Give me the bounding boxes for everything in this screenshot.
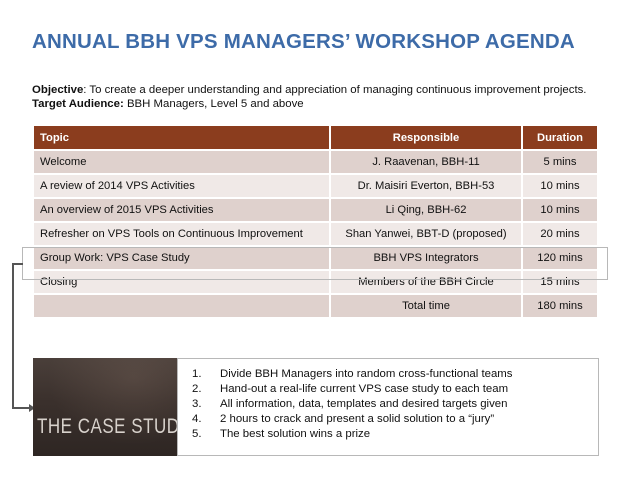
step-number: 3. bbox=[192, 398, 202, 410]
row-responsible: Shan Yanwei, BBT-D (proposed) bbox=[331, 223, 521, 245]
list-item: 5. The best solution wins a prize bbox=[192, 427, 598, 442]
row-responsible: Dr. Maisiri Everton, BBH-53 bbox=[331, 175, 521, 197]
table-header-row: Topic Responsible Duration bbox=[34, 126, 597, 149]
row-topic: An overview of 2015 VPS Activities bbox=[34, 199, 329, 221]
step-text: 2 hours to crack and present a solid sol… bbox=[220, 413, 495, 425]
connector-line bbox=[12, 263, 23, 265]
row-responsible: Li Qing, BBH-62 bbox=[331, 199, 521, 221]
connector-arrow-icon bbox=[29, 404, 35, 412]
list-item: 4. 2 hours to crack and present a solid s… bbox=[192, 412, 598, 427]
list-item: 3. All information, data, templates and d… bbox=[192, 397, 598, 412]
step-number: 4. bbox=[192, 413, 202, 425]
agenda-table: Topic Responsible Duration Welcome J. Ra… bbox=[32, 124, 599, 319]
table-row: A review of 2014 VPS Activities Dr. Mais… bbox=[34, 175, 597, 197]
step-number: 5. bbox=[192, 428, 202, 440]
page-title: ANNUAL BBH VPS MANAGERS’ WORKSHOP AGENDA bbox=[32, 30, 575, 53]
row-duration: 10 mins bbox=[523, 199, 597, 221]
audience-line: Target Audience: BBH Managers, Level 5 a… bbox=[32, 97, 586, 111]
list-item: 2. Hand-out a real-life current VPS case … bbox=[192, 382, 598, 397]
row-topic: A review of 2014 VPS Activities bbox=[34, 175, 329, 197]
step-text: Hand-out a real-life current VPS case st… bbox=[220, 383, 509, 395]
meta-info: Objective: To create a deeper understand… bbox=[32, 83, 586, 111]
steps-list: 1. Divide BBH Managers into random cross-… bbox=[192, 367, 598, 442]
table-row-highlighted: Group Work: VPS Case Study BBH VPS Integ… bbox=[34, 247, 597, 269]
row-duration: 120 mins bbox=[523, 247, 597, 269]
row-topic: Refresher on VPS Tools on Continuous Imp… bbox=[34, 223, 329, 245]
row-duration: 5 mins bbox=[523, 151, 597, 173]
total-label: Total time bbox=[331, 295, 521, 317]
case-study-image: THE CASE STUDY bbox=[33, 358, 177, 456]
header-topic: Topic bbox=[34, 126, 329, 149]
total-empty-cell bbox=[34, 295, 329, 317]
row-responsible: BBH VPS Integrators bbox=[331, 247, 521, 269]
step-text: All information, data, templates and des… bbox=[220, 398, 508, 410]
objective-line: Objective: To create a deeper understand… bbox=[32, 83, 586, 97]
connector-line bbox=[12, 263, 14, 408]
total-duration: 180 mins bbox=[523, 295, 597, 317]
row-topic: Group Work: VPS Case Study bbox=[34, 247, 329, 269]
row-responsible: J. Raavenan, BBH-11 bbox=[331, 151, 521, 173]
total-row: Total time 180 mins bbox=[34, 295, 597, 317]
objective-label: Objective bbox=[32, 84, 84, 96]
step-number: 1. bbox=[192, 368, 202, 380]
header-responsible: Responsible bbox=[331, 126, 521, 149]
step-text: Divide BBH Managers into random cross-fu… bbox=[220, 368, 513, 380]
step-text: The best solution wins a prize bbox=[220, 428, 371, 440]
image-shade bbox=[33, 358, 177, 456]
audience-text: BBH Managers, Level 5 and above bbox=[123, 98, 304, 110]
table-row: Welcome J. Raavenan, BBH-11 5 mins bbox=[34, 151, 597, 173]
header-duration: Duration bbox=[523, 126, 597, 149]
row-topic: Welcome bbox=[34, 151, 329, 173]
connector-line bbox=[12, 407, 32, 409]
row-duration: 10 mins bbox=[523, 175, 597, 197]
table-row: Refresher on VPS Tools on Continuous Imp… bbox=[34, 223, 597, 245]
audience-label: Target Audience: bbox=[32, 98, 124, 110]
row-duration: 20 mins bbox=[523, 223, 597, 245]
step-number: 2. bbox=[192, 383, 202, 395]
case-study-steps: 1. Divide BBH Managers into random cross-… bbox=[177, 358, 599, 456]
highlight-box bbox=[22, 247, 608, 280]
list-item: 1. Divide BBH Managers into random cross-… bbox=[192, 367, 598, 382]
objective-text: : To create a deeper understanding and a… bbox=[83, 84, 587, 96]
table-row: An overview of 2015 VPS Activities Li Qi… bbox=[34, 199, 597, 221]
case-study-image-label: THE CASE STUDY bbox=[37, 414, 177, 438]
